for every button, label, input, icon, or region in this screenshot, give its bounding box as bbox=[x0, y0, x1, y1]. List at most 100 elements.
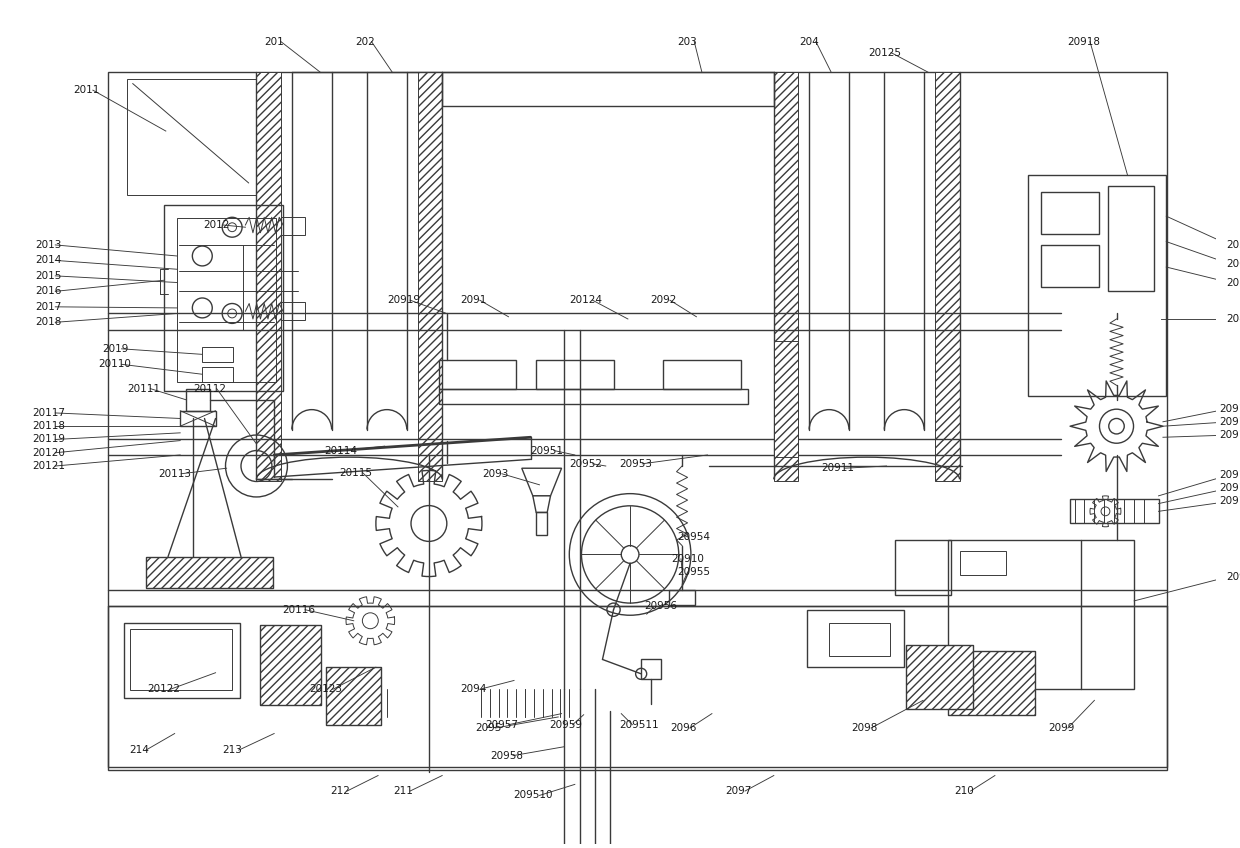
Bar bbox=[260, 625, 321, 705]
Text: 2094: 2094 bbox=[460, 684, 486, 695]
Text: 20918: 20918 bbox=[1066, 36, 1100, 47]
Bar bbox=[260, 625, 321, 705]
Text: 20919: 20919 bbox=[387, 295, 420, 305]
Bar bbox=[202, 347, 233, 362]
Bar bbox=[257, 72, 280, 482]
Bar bbox=[146, 556, 273, 588]
Text: 20915: 20915 bbox=[1219, 430, 1240, 440]
Text: 20125: 20125 bbox=[868, 47, 901, 58]
Bar bbox=[439, 388, 749, 404]
Text: 2017: 2017 bbox=[36, 302, 62, 312]
Text: 214: 214 bbox=[129, 745, 149, 755]
Text: 20110: 20110 bbox=[98, 360, 131, 370]
Text: 20911: 20911 bbox=[821, 463, 854, 473]
Text: 20118: 20118 bbox=[32, 421, 66, 432]
Bar bbox=[1042, 192, 1099, 234]
Text: 20952: 20952 bbox=[569, 459, 603, 469]
Text: 20912: 20912 bbox=[1219, 496, 1240, 506]
Bar bbox=[128, 79, 257, 195]
Text: 2091: 2091 bbox=[460, 295, 486, 305]
Bar bbox=[960, 551, 1006, 576]
Bar bbox=[949, 650, 1034, 715]
Text: 212: 212 bbox=[331, 786, 351, 796]
Bar bbox=[906, 645, 973, 709]
Text: 204: 204 bbox=[800, 36, 820, 47]
Bar bbox=[164, 205, 283, 391]
Text: 2013: 2013 bbox=[36, 240, 62, 250]
Text: 2097: 2097 bbox=[725, 786, 751, 796]
Text: 20917: 20917 bbox=[1219, 404, 1240, 414]
Text: 2098: 2098 bbox=[852, 723, 878, 733]
Bar bbox=[536, 512, 547, 534]
Text: 2099: 2099 bbox=[1048, 723, 1074, 733]
Bar bbox=[280, 217, 305, 235]
Bar bbox=[146, 556, 273, 588]
Text: 2014: 2014 bbox=[36, 255, 62, 265]
Bar bbox=[108, 606, 1167, 770]
Text: 20123: 20123 bbox=[310, 684, 342, 695]
Bar bbox=[180, 410, 216, 427]
Bar bbox=[1042, 245, 1099, 287]
Text: 20124: 20124 bbox=[569, 295, 603, 305]
Text: 20913: 20913 bbox=[1219, 483, 1240, 494]
Bar bbox=[949, 540, 1135, 689]
Text: 20914: 20914 bbox=[1219, 470, 1240, 480]
Bar bbox=[774, 341, 799, 457]
Bar bbox=[895, 540, 951, 595]
Text: 2093: 2093 bbox=[482, 469, 508, 479]
Bar bbox=[1107, 187, 1154, 292]
Bar bbox=[202, 366, 233, 382]
Text: 2092: 2092 bbox=[650, 295, 677, 305]
Text: 2095: 2095 bbox=[475, 723, 502, 733]
Polygon shape bbox=[533, 496, 551, 512]
Text: 2018: 2018 bbox=[36, 317, 62, 327]
Text: 20114: 20114 bbox=[324, 445, 357, 455]
Text: 202: 202 bbox=[355, 36, 374, 47]
Text: 20956: 20956 bbox=[645, 601, 677, 611]
Text: 209: 209 bbox=[1226, 572, 1240, 582]
Bar bbox=[668, 590, 696, 605]
Bar bbox=[326, 667, 382, 725]
Text: 206: 206 bbox=[1226, 259, 1240, 269]
Bar bbox=[663, 360, 740, 388]
Text: 20122: 20122 bbox=[148, 684, 180, 695]
Text: 20957: 20957 bbox=[485, 720, 518, 729]
Bar bbox=[906, 645, 973, 709]
Bar bbox=[130, 628, 232, 690]
Bar bbox=[326, 667, 382, 725]
Text: 20120: 20120 bbox=[32, 448, 64, 458]
Text: 210: 210 bbox=[954, 786, 973, 796]
Text: 20116: 20116 bbox=[281, 605, 315, 615]
Text: 20916: 20916 bbox=[1219, 416, 1240, 427]
Text: 20111: 20111 bbox=[128, 383, 160, 393]
Bar bbox=[177, 219, 277, 382]
Text: 20959: 20959 bbox=[549, 720, 583, 729]
Bar bbox=[186, 388, 210, 410]
Text: 20951: 20951 bbox=[531, 445, 564, 455]
Text: 209510: 209510 bbox=[513, 790, 553, 801]
Text: 2012: 2012 bbox=[203, 220, 229, 230]
Text: 20958: 20958 bbox=[490, 750, 523, 761]
Bar bbox=[536, 360, 614, 388]
Text: 211: 211 bbox=[393, 786, 413, 796]
Bar bbox=[1028, 176, 1167, 396]
Text: 20955: 20955 bbox=[678, 567, 711, 577]
Bar bbox=[949, 650, 1034, 715]
Text: 213: 213 bbox=[222, 745, 242, 755]
Bar bbox=[418, 72, 443, 482]
Text: 20113: 20113 bbox=[159, 469, 191, 479]
Bar bbox=[774, 72, 799, 482]
Text: 205: 205 bbox=[1226, 240, 1240, 250]
Text: 20119: 20119 bbox=[32, 434, 66, 444]
Polygon shape bbox=[522, 468, 562, 496]
Bar bbox=[439, 360, 516, 388]
Bar bbox=[830, 623, 890, 656]
Text: 209511: 209511 bbox=[619, 720, 658, 729]
Text: 2096: 2096 bbox=[670, 723, 697, 733]
Bar bbox=[124, 623, 239, 698]
Text: 207: 207 bbox=[1226, 277, 1240, 287]
Bar bbox=[1070, 499, 1158, 523]
Text: 20121: 20121 bbox=[32, 461, 66, 471]
Text: 20910: 20910 bbox=[671, 554, 704, 564]
Bar bbox=[935, 72, 960, 482]
